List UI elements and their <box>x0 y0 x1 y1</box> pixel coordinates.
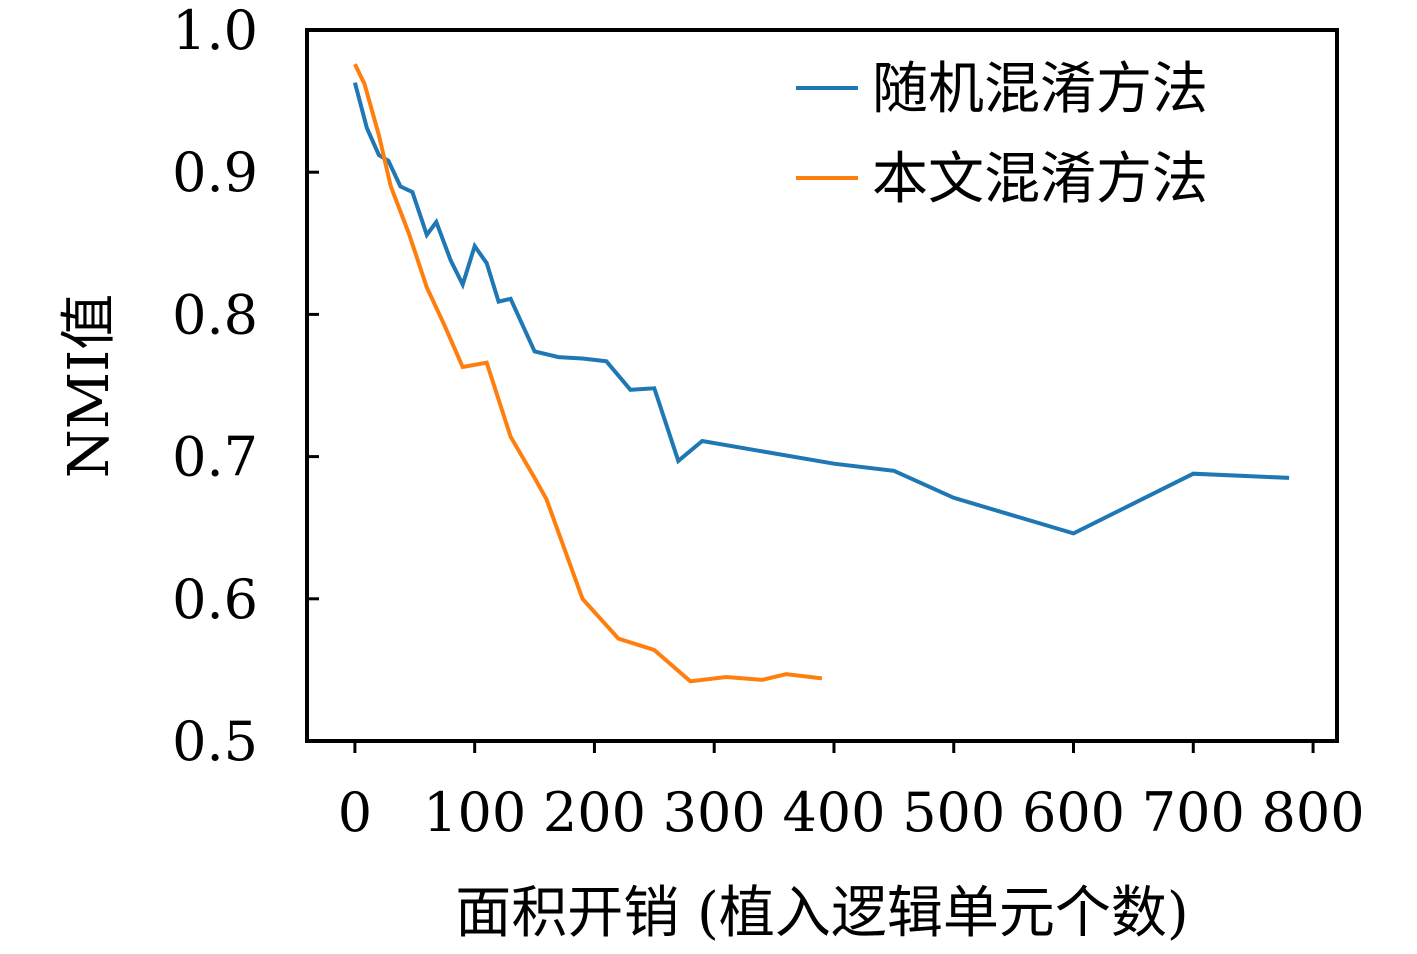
legend-label-proposed: 本文混淆方法 <box>872 147 1208 212</box>
y-tick-label: 0.5 <box>172 710 258 773</box>
x-tick-label: 600 <box>1022 781 1125 844</box>
series-line-1 <box>353 63 823 684</box>
legend: 随机混淆方法 本文混淆方法 <box>796 57 1208 212</box>
x-tick-label: 0 <box>338 781 372 844</box>
x-tick-label: 800 <box>1262 781 1365 844</box>
x-tick-label: 200 <box>543 781 646 844</box>
series-layer <box>352 63 1290 684</box>
x-axis-title: 面积开销 (植入逻辑单元个数) <box>455 881 1189 946</box>
x-tick-label: 700 <box>1142 781 1245 844</box>
series-line-0 <box>352 82 1290 536</box>
x-tick-label: 300 <box>663 781 766 844</box>
y-tick-label: 0.6 <box>172 568 258 631</box>
y-tick-label: 0.9 <box>172 141 258 204</box>
y-tick-label: 0.8 <box>172 283 258 346</box>
x-tick-label: 400 <box>782 781 885 844</box>
y-axis: 0.5 0.6 0.7 0.8 0.9 1.0 <box>172 0 319 773</box>
legend-label-random: 随机混淆方法 <box>872 57 1208 122</box>
y-axis-title: NMI值 <box>57 294 122 478</box>
x-axis: 0 100 200 300 400 500 600 700 800 <box>338 741 1365 844</box>
y-tick-label: 0.7 <box>172 426 258 489</box>
y-tick-label: 1.0 <box>172 0 258 62</box>
plot-frame <box>305 28 1339 743</box>
x-tick-label: 500 <box>902 781 1005 844</box>
x-tick-label: 100 <box>423 781 526 844</box>
